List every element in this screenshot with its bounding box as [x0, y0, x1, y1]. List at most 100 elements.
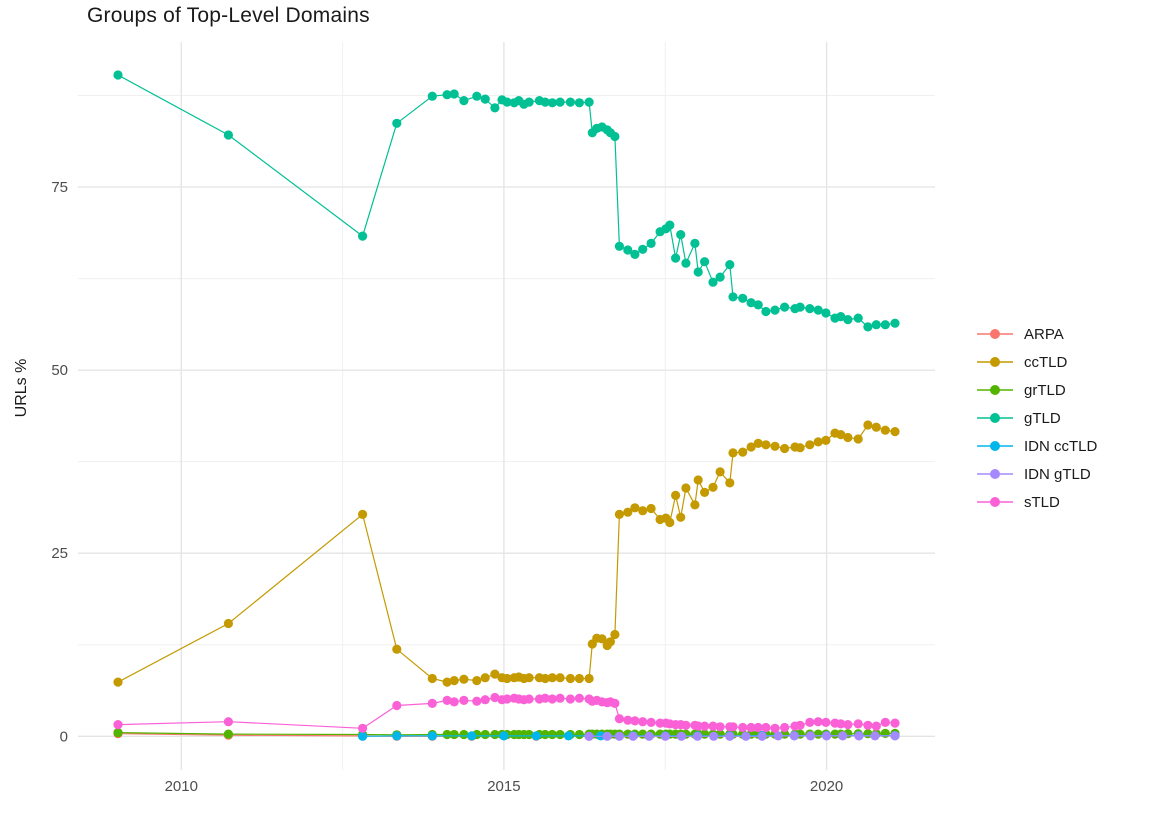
data-point-cctld [605, 637, 616, 647]
data-point-gtld [547, 98, 557, 108]
data-point-stld [780, 722, 790, 733]
data-point-gtld [693, 267, 703, 277]
data-point-stld [623, 715, 633, 725]
data-point-stld [392, 700, 402, 711]
data-point-cctld [502, 673, 512, 684]
data-point-cctld [890, 427, 900, 437]
data-point-cctld [574, 673, 585, 684]
data-point-stld [540, 693, 550, 703]
data-point-stld [449, 697, 459, 707]
data-point-gtld [540, 97, 550, 107]
data-point-stld [715, 722, 725, 732]
data-point-idn-cctld [531, 731, 541, 741]
data-point-idn-gtld [741, 731, 751, 741]
y-tick-label: 75 [51, 179, 68, 196]
y-tick-label: 0 [60, 728, 68, 745]
data-point-gtld [780, 302, 790, 312]
axis-tick-labels: 0 25 50 75 2010 2015 2020 [51, 179, 843, 795]
data-point-gtld [843, 315, 853, 325]
legend-label: sTLD [1024, 493, 1060, 511]
data-point-idn-gtld [757, 731, 767, 741]
data-point-stld [708, 721, 718, 731]
legend-label: IDN gTLD [1024, 465, 1091, 483]
data-point-cctld [524, 673, 534, 683]
data-point-cctld [770, 441, 780, 451]
data-point-gtld [646, 238, 656, 248]
data-point-stld [880, 717, 890, 728]
data-point-stld [565, 694, 576, 704]
data-point-stld [442, 695, 452, 706]
data-point-gtld [449, 89, 459, 99]
data-point-cctld [547, 673, 557, 683]
data-point-stld [805, 717, 815, 728]
data-point-gtld [700, 257, 710, 267]
data-point-idn-cctld [467, 731, 477, 741]
data-point-idn-gtld [822, 731, 832, 741]
data-point-stld [753, 722, 763, 733]
data-point-cctld [646, 503, 656, 514]
data-point-gtld [614, 241, 625, 251]
chart-title: Groups of Top-Level Domains [87, 4, 370, 27]
data-point-cctld [671, 490, 681, 500]
data-point-stld [472, 696, 482, 706]
legend-key-icon [977, 413, 1013, 423]
data-point-gtld [630, 249, 640, 259]
x-tick-label: 2010 [165, 778, 198, 795]
data-point-grtld [880, 728, 890, 739]
data-point-stld [728, 722, 738, 732]
data-point-gtld [584, 97, 594, 107]
data-point-cctld [728, 448, 738, 458]
data-point-stld [890, 718, 900, 728]
data-point-cctld [223, 618, 233, 629]
data-point-gtld [565, 97, 576, 107]
data-point-cctld [472, 676, 482, 686]
data-point-stld [113, 720, 123, 730]
data-point-cctld [490, 669, 500, 679]
data-point-grtld [442, 729, 452, 740]
grid-minor [78, 42, 935, 770]
data-point-cctld [761, 440, 771, 450]
legend-item-stld: sTLD [976, 488, 1097, 516]
data-point-stld [738, 722, 748, 733]
data-point-cctld [880, 425, 890, 435]
data-point-idn-cctld [563, 731, 574, 741]
legend-key-icon [977, 469, 1013, 479]
data-point-idn-gtld [584, 731, 594, 741]
legend-item-gtld: gTLD [976, 404, 1097, 432]
data-point-gtld [442, 90, 452, 100]
data-point-idn-gtld [854, 731, 864, 741]
legend-label: grTLD [1024, 381, 1066, 399]
data-point-cctld [113, 677, 123, 687]
data-point-stld [761, 722, 771, 733]
data-point-cctld [358, 509, 368, 519]
data-point-idn-gtld [725, 731, 735, 741]
data-point-idn-gtld [676, 731, 687, 741]
data-point-cctld [753, 438, 763, 448]
data-point-gtld [821, 308, 831, 318]
data-point-stld [681, 720, 691, 730]
data-point-stld [700, 721, 710, 731]
data-point-cctld [610, 629, 620, 640]
data-point-cctld [715, 467, 725, 477]
data-point-cctld [442, 677, 452, 687]
data-point-cctld [555, 673, 565, 683]
data-point-gtld [681, 258, 691, 268]
data-point-stld [358, 723, 368, 733]
data-point-grtld [547, 729, 557, 740]
x-tick-label: 2015 [487, 778, 520, 795]
data-point-stld [693, 721, 703, 731]
data-point-grtld [113, 728, 123, 738]
data-point-cctld [863, 420, 873, 430]
data-point-cctld [871, 422, 881, 432]
data-point-gtld [753, 300, 763, 310]
series-cctld [113, 420, 900, 687]
data-point-cctld [700, 487, 710, 497]
data-point-gtld [490, 103, 500, 113]
data-point-gtld [610, 131, 620, 142]
data-point-gtld [665, 220, 675, 230]
data-point-cctld [813, 437, 823, 447]
series-line-gtld [117, 74, 896, 328]
data-point-gtld [770, 305, 780, 315]
legend: ARPA ccTLD grTLD gTLD IDN ccTLD IDN gTLD sTLD [976, 320, 1097, 516]
data-point-idn-gtld [890, 731, 900, 741]
